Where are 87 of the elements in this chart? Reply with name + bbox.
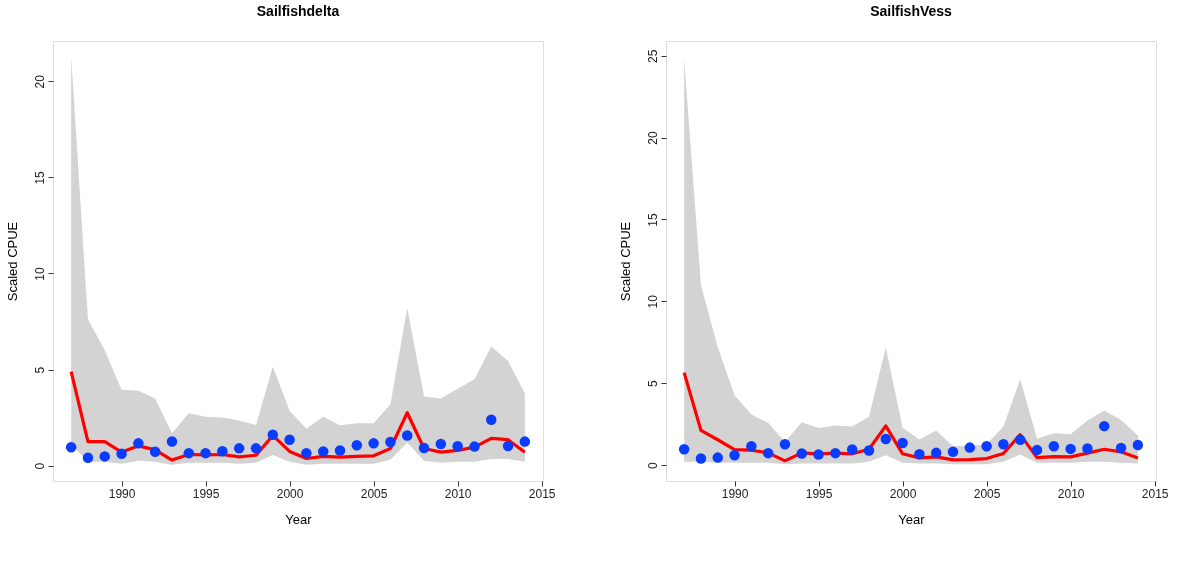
- point: [863, 445, 875, 456]
- point: [729, 450, 740, 461]
- y-tick-label: 0: [32, 462, 47, 470]
- point: [981, 441, 992, 452]
- point: [133, 438, 144, 449]
- point: [452, 440, 463, 452]
- point: [1115, 442, 1127, 454]
- point: [502, 440, 514, 452]
- point: [1132, 439, 1144, 451]
- x-axis-title: Year: [285, 511, 313, 527]
- y-tick-label: 15: [32, 170, 47, 185]
- point: [830, 447, 841, 459]
- point: [217, 445, 228, 457]
- point: [166, 436, 178, 447]
- point: [183, 447, 195, 459]
- point: [317, 446, 329, 457]
- point: [435, 438, 447, 450]
- point: [418, 442, 430, 454]
- point: [779, 439, 791, 450]
- x-tick-label: 2000: [889, 486, 917, 501]
- y-tick-label: 5: [32, 366, 47, 374]
- y-tick-label: 5: [645, 380, 660, 388]
- point: [678, 444, 690, 455]
- x-tick-label: 1995: [805, 486, 833, 501]
- point: [1082, 443, 1093, 454]
- point: [82, 452, 94, 463]
- point: [65, 441, 77, 453]
- point: [880, 433, 892, 445]
- point: [762, 447, 774, 459]
- y-tick-label: 20: [645, 131, 660, 145]
- x-tick-label: 2010: [1057, 486, 1085, 501]
- point: [796, 448, 808, 459]
- point: [1014, 434, 1026, 445]
- x-tick-label: 2010: [444, 486, 472, 501]
- point: [964, 442, 976, 453]
- point: [813, 449, 824, 460]
- point: [200, 447, 211, 459]
- point: [116, 448, 127, 459]
- x-axis-title: Year: [898, 511, 926, 527]
- x-tick-label: 1990: [108, 486, 136, 501]
- point: [267, 429, 279, 440]
- point: [351, 440, 363, 451]
- point: [930, 447, 942, 459]
- point: [385, 436, 396, 448]
- y-tick-label: 25: [645, 49, 660, 63]
- y-axis-title: Scaled CPUE: [617, 221, 633, 302]
- point: [250, 443, 262, 454]
- point: [1065, 443, 1076, 455]
- y-tick-label: 10: [32, 266, 47, 281]
- point: [914, 448, 925, 460]
- y-tick-label: 0: [645, 461, 660, 469]
- point: [149, 446, 161, 458]
- point: [334, 445, 346, 456]
- x-tick-label: 1990: [721, 486, 749, 501]
- point: [519, 436, 531, 447]
- point: [486, 414, 497, 425]
- x-tick-label: 2000: [276, 486, 304, 501]
- point: [469, 441, 480, 452]
- line-series: [69, 370, 527, 462]
- point: [1048, 441, 1060, 452]
- point: [401, 430, 413, 441]
- point: [947, 446, 959, 458]
- point: [712, 452, 723, 463]
- chart-title: Sailfishdelta: [256, 3, 340, 19]
- x-tick-label: 2015: [1141, 486, 1169, 501]
- chart-title: SailfishVess: [870, 3, 953, 19]
- x-tick-label: 2005: [360, 486, 388, 501]
- point: [746, 441, 757, 452]
- point: [695, 453, 707, 464]
- y-tick-label: 15: [645, 212, 660, 227]
- point: [1031, 444, 1043, 456]
- point: [99, 451, 110, 462]
- point: [846, 444, 858, 455]
- x-tick-label: 1995: [192, 486, 220, 501]
- y-axis-title: Scaled CPUE: [4, 221, 20, 302]
- point: [301, 447, 312, 459]
- line-series: [682, 371, 1140, 463]
- x-tick-label: 2005: [973, 486, 1001, 501]
- point: [1099, 420, 1110, 432]
- point: [368, 438, 379, 449]
- x-tick-label: 2015: [528, 486, 556, 501]
- point: [897, 437, 908, 449]
- y-tick-label: 10: [645, 294, 660, 309]
- point: [233, 443, 245, 454]
- point: [998, 439, 1009, 450]
- y-tick-label: 20: [32, 74, 47, 89]
- point: [284, 434, 295, 445]
